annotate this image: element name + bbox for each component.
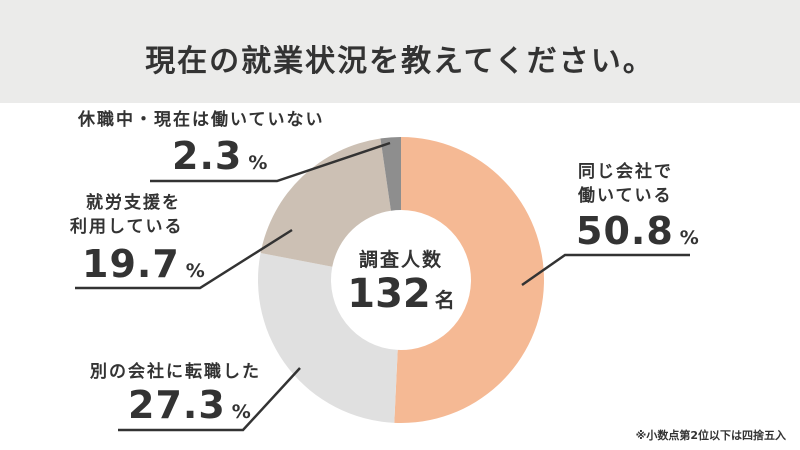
center-label: 調査人数 — [358, 249, 443, 271]
header-band — [0, 0, 800, 103]
label-support: 就労支援を 利用している — [70, 191, 184, 239]
donut-slice — [257, 253, 398, 423]
rounding-note: ※小数点第2位以下は四捨五入 — [635, 429, 786, 442]
value-unit: % — [231, 401, 252, 423]
value-unit: % — [185, 260, 206, 282]
value-number: 19.7 — [82, 242, 180, 286]
value-number: 27.3 — [128, 383, 226, 427]
page-title: 現在の就業状況を教えてください。 — [145, 44, 655, 79]
leader-line — [75, 228, 293, 290]
donut-slice — [260, 138, 391, 267]
label-line: 働いている — [578, 186, 673, 206]
value-unit: % — [248, 152, 269, 174]
center-count: 132 — [347, 271, 431, 317]
label-line: 別の会社に転職した — [90, 362, 261, 382]
donut-slice — [394, 137, 544, 423]
label-line: 利用している — [70, 217, 184, 237]
value-number: 50.8 — [576, 209, 674, 253]
value-number: 2.3 — [172, 134, 243, 178]
donut-slice — [380, 137, 401, 211]
leader-line — [521, 253, 690, 287]
label-changed-company: 別の会社に転職した — [90, 360, 261, 384]
center-unit: 名 — [434, 288, 455, 312]
leader-line — [118, 367, 301, 432]
value-on-leave: 2.3% — [172, 134, 268, 178]
leader-line — [150, 141, 391, 183]
value-same-company: 50.8% — [576, 209, 700, 253]
label-same-company: 同じ会社で 働いている — [578, 160, 673, 208]
center-summary: 調査人数 132 名 — [331, 245, 471, 322]
label-line: 休職中・現在は働いていない — [78, 110, 325, 130]
label-line: 就労支援を — [86, 193, 181, 213]
label-on-leave: 休職中・現在は働いていない — [78, 108, 325, 132]
value-support: 19.7% — [82, 242, 206, 286]
label-line: 同じ会社で — [578, 162, 673, 182]
value-unit: % — [679, 227, 700, 249]
value-changed-company: 27.3% — [128, 383, 252, 427]
